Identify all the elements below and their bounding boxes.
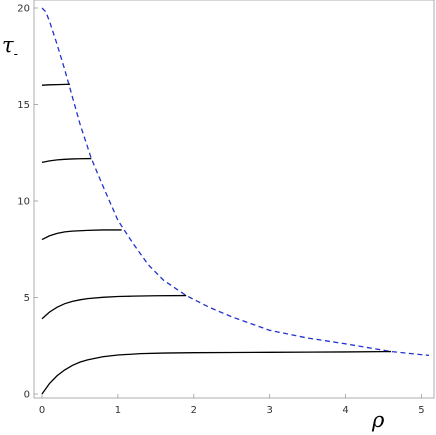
curves: [41, 7, 430, 395]
x-tick-label: 0: [39, 405, 45, 416]
y-tick-label: 5: [24, 293, 30, 304]
axis-ticks: 0 1 2 3 4 5 0 5 10 15 20: [17, 4, 424, 417]
x-axis-title: ρ: [371, 408, 385, 432]
solid-curve-4: [41, 157, 92, 164]
solid-curve-1: [41, 350, 392, 395]
boundary-dashed-line: [41, 7, 430, 357]
x-tick-label: 5: [418, 405, 424, 416]
x-tick-label: 4: [342, 405, 348, 416]
solid-curve-2: [41, 294, 187, 320]
solid-curve-3: [41, 229, 122, 241]
y-axis-title: τ-: [2, 33, 18, 62]
y-tick-label: 10: [17, 197, 30, 208]
plot-frame: [33, 0, 435, 399]
solid-curve-5: [41, 83, 71, 86]
x-tick-label: 1: [115, 405, 121, 416]
y-tick-label: 0: [24, 390, 30, 401]
x-tick-label: 3: [266, 405, 272, 416]
y-tick-label: 20: [17, 4, 30, 15]
y-tick-label: 15: [17, 100, 30, 111]
x-tick-label: 2: [191, 405, 197, 416]
